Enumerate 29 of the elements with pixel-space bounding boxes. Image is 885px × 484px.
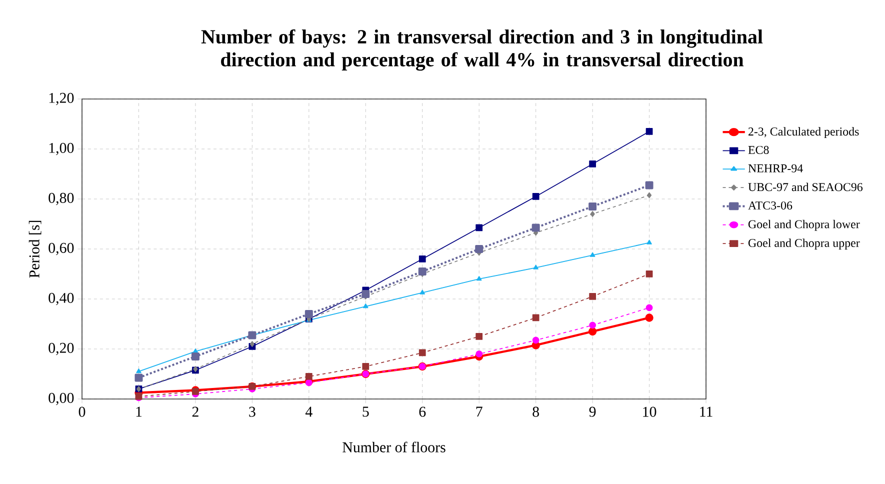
x-tick-label: 4 bbox=[305, 406, 312, 417]
legend-label: UBC-97 and SEAOC96 bbox=[748, 182, 863, 192]
x-tick-label: 11 bbox=[700, 406, 712, 417]
legend-label: Goel and Chopra upper bbox=[748, 238, 860, 250]
x-tick-label: 9 bbox=[589, 406, 596, 417]
y-tick-label: 0,20 bbox=[48, 342, 74, 356]
y-tick-label: 0,00 bbox=[48, 392, 74, 406]
legend-label: Goel and Chopra lower bbox=[748, 220, 860, 231]
y-tick-label: 0,60 bbox=[48, 242, 74, 256]
y-tick-label: 1,20 bbox=[49, 92, 74, 106]
legend-label: NEHRP-94 bbox=[748, 164, 803, 172]
x-tick-label: 2 bbox=[192, 406, 198, 417]
y-tick-label: 0,80 bbox=[48, 192, 74, 206]
y-tick-label: 0,40 bbox=[48, 292, 74, 306]
y-axis-title: Period [s] bbox=[28, 220, 42, 278]
legend-label: EC8 bbox=[748, 146, 769, 154]
x-tick-label: 8 bbox=[532, 406, 539, 417]
x-tick-label: 0 bbox=[78, 406, 86, 417]
x-axis-title: Number of floors bbox=[342, 442, 446, 452]
x-tick-label: 3 bbox=[249, 406, 256, 417]
x-tick-label: 1 bbox=[136, 406, 142, 417]
x-tick-label: 5 bbox=[362, 406, 369, 417]
y-tick-label: 1,00 bbox=[49, 142, 74, 156]
x-tick-label: 7 bbox=[476, 406, 482, 417]
chart-title: Number of bays: 2 in transversal direction and 3 in longitudinal direction and percentage of wall 4% in transversal direction bbox=[201, 29, 763, 71]
legend-label: 2-3, Calculated periods bbox=[748, 127, 859, 138]
x-tick-label: 6 bbox=[419, 406, 426, 417]
x-tick-label: 10 bbox=[643, 406, 656, 417]
legend-label: ATC3-06 bbox=[748, 201, 792, 210]
